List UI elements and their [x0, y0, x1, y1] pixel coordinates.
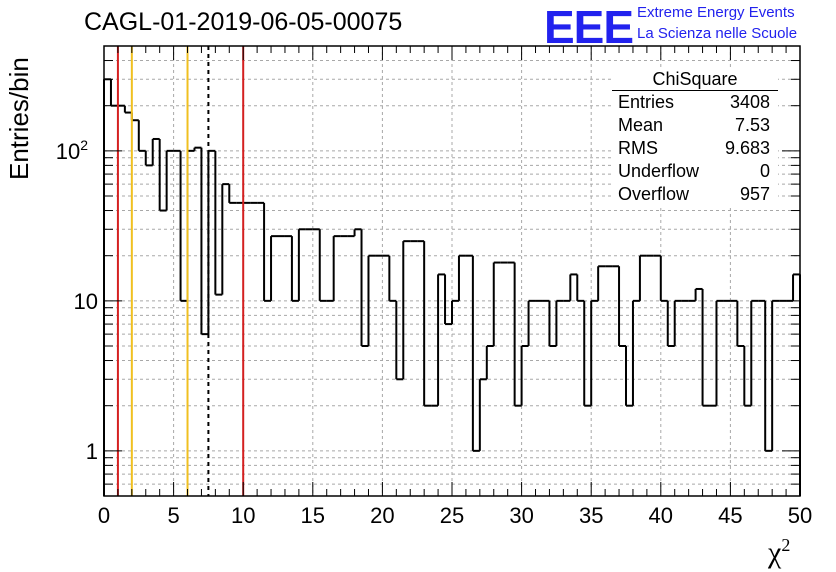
x-tick-label: 35 — [579, 503, 603, 528]
y-tick-label: 1 — [86, 439, 98, 464]
x-axis-label: χ2 — [768, 535, 791, 569]
y-tick-label: 102 — [56, 137, 88, 164]
y-axis-label: Entries/bin — [4, 57, 34, 180]
x-tick-label: 25 — [440, 503, 464, 528]
stats-box: ChiSquare Entries 3408 Mean 7.53 RMS 9.683 … — [612, 68, 778, 208]
stats-row: Mean 7.53 — [612, 114, 778, 137]
logo-line-2: La Scienza nelle Scuole — [637, 25, 798, 42]
stats-label: Underflow — [618, 161, 700, 181]
stats-value: 7.53 — [734, 115, 770, 135]
x-tick-label: 0 — [98, 503, 110, 528]
stats-label: RMS — [618, 138, 658, 158]
chart-title: CAGL-01-2019-06-05-00075 — [84, 8, 403, 36]
stats-row: Entries 3408 — [612, 91, 778, 114]
x-tick-label: 50 — [788, 503, 812, 528]
x-tick-label: 15 — [301, 503, 325, 528]
logo-eee: EEE — [544, 1, 634, 53]
axes: 0 5 10 15 20 25 30 35 40 45 50 102 10 1 — [56, 45, 812, 528]
stats-label: Overflow — [618, 184, 690, 204]
stats-value: 0 — [759, 161, 770, 181]
x-tick-label: 20 — [370, 503, 394, 528]
stats-value: 957 — [739, 184, 770, 204]
x-tick-label: 5 — [167, 503, 179, 528]
reference-lines — [116, 46, 245, 496]
stats-label: Entries — [618, 92, 675, 112]
x-tick-label: 40 — [649, 503, 673, 528]
logo-line-1: Extreme Energy Events — [637, 4, 795, 21]
histogram — [103, 78, 801, 496]
x-tick-label: 45 — [718, 503, 742, 528]
stats-row: RMS 9.683 — [612, 137, 778, 160]
x-tick-label: 30 — [509, 503, 533, 528]
stats-value: 3408 — [729, 92, 770, 112]
stats-title: ChiSquare — [612, 68, 778, 91]
y-tick-label: 10 — [74, 289, 98, 314]
stats-row: Underflow 0 — [612, 160, 778, 183]
stats-value: 9.683 — [724, 138, 770, 158]
stats-label: Mean — [618, 115, 664, 135]
stats-row: Overflow 957 — [612, 183, 778, 206]
x-tick-label: 10 — [231, 503, 255, 528]
